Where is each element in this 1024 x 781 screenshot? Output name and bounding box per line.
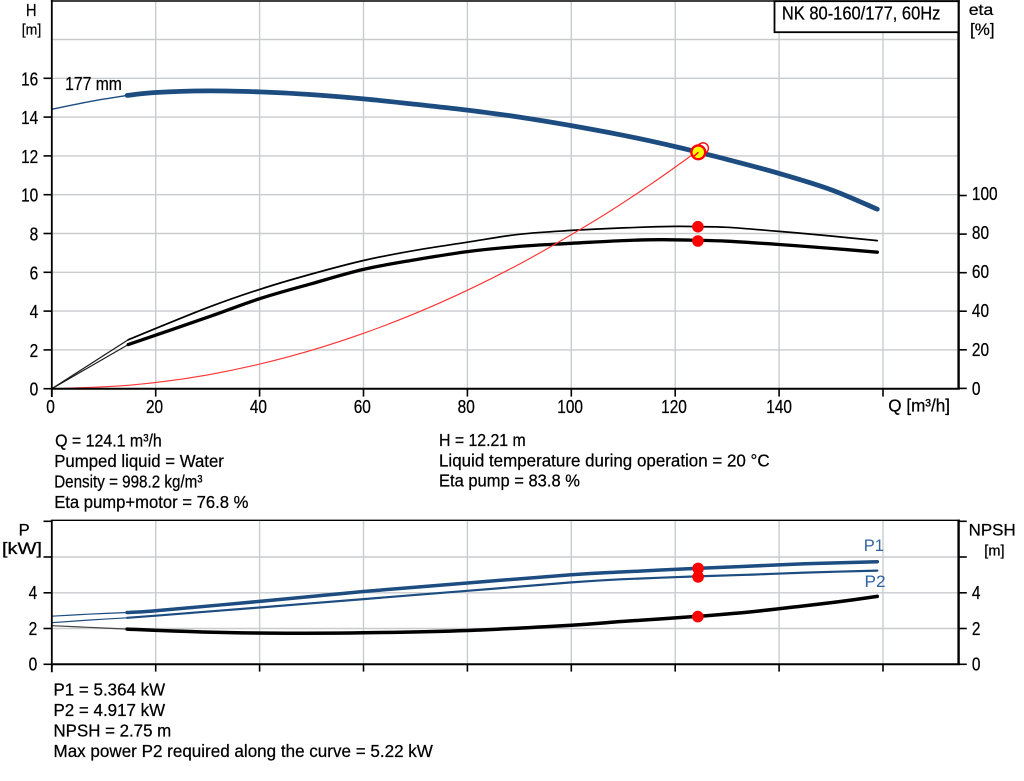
svg-text:[m]: [m]: [984, 543, 1004, 559]
svg-text:0: 0: [972, 378, 981, 399]
svg-text:20: 20: [972, 339, 989, 360]
svg-text:40: 40: [250, 396, 267, 417]
svg-text:P2: P2: [865, 572, 886, 591]
svg-text:Pumped liquid = Water: Pumped liquid = Water: [54, 451, 224, 471]
svg-text:16: 16: [21, 68, 38, 89]
svg-text:10: 10: [21, 185, 38, 206]
svg-text:2: 2: [29, 618, 38, 639]
svg-text:0: 0: [29, 654, 38, 675]
svg-text:NPSH = 2.75 m: NPSH = 2.75 m: [54, 721, 172, 741]
svg-text:4: 4: [29, 582, 38, 603]
svg-text:Max power P2 required along th: Max power P2 required along the curve = …: [54, 741, 434, 761]
svg-text:120: 120: [661, 396, 687, 417]
svg-text:Density = 998.2 kg/m³: Density = 998.2 kg/m³: [54, 471, 202, 491]
svg-text:Q = 124.1 m³/h: Q = 124.1 m³/h: [55, 430, 162, 450]
svg-text:NPSH: NPSH: [969, 521, 1016, 539]
svg-text:140: 140: [766, 396, 792, 417]
svg-text:2: 2: [972, 618, 981, 639]
svg-text:80: 80: [972, 222, 989, 243]
svg-text:eta: eta: [969, 2, 994, 19]
svg-text:[%]: [%]: [970, 20, 995, 39]
svg-text:H = 12.21 m: H = 12.21 m: [439, 430, 526, 450]
svg-text:60: 60: [972, 261, 989, 282]
svg-text:0: 0: [46, 396, 55, 417]
svg-text:12: 12: [21, 146, 38, 167]
svg-text:4: 4: [30, 301, 39, 322]
svg-text:[kW]: [kW]: [2, 539, 42, 558]
svg-text:177 mm: 177 mm: [65, 73, 122, 94]
svg-text:100: 100: [972, 183, 998, 204]
svg-text:Eta pump = 83.8 %: Eta pump = 83.8 %: [439, 470, 580, 490]
svg-text:P: P: [19, 520, 30, 539]
svg-text:4: 4: [972, 582, 981, 603]
svg-text:20: 20: [146, 396, 163, 417]
svg-text:P1 = 5.364 kW: P1 = 5.364 kW: [54, 680, 166, 700]
svg-text:P1: P1: [864, 536, 884, 555]
svg-text:P2 = 4.917 kW: P2 = 4.917 kW: [54, 700, 166, 720]
svg-text:2: 2: [30, 340, 39, 361]
svg-text:Q [m³/h]: Q [m³/h]: [888, 395, 950, 415]
svg-text:Liquid temperature during oper: Liquid temperature during operation = 20…: [439, 450, 770, 470]
svg-text:6: 6: [30, 262, 39, 283]
svg-text:80: 80: [458, 396, 475, 417]
svg-text:0: 0: [30, 379, 39, 400]
svg-text:8: 8: [30, 224, 39, 245]
svg-text:14: 14: [21, 107, 38, 128]
svg-text:Eta pump+motor = 76.8 %: Eta pump+motor = 76.8 %: [54, 492, 249, 512]
svg-text:0: 0: [972, 654, 981, 675]
svg-text:40: 40: [972, 300, 989, 321]
svg-text:60: 60: [354, 396, 371, 417]
svg-text:H: H: [26, 0, 37, 20]
svg-text:NK 80-160/177, 60Hz: NK 80-160/177, 60Hz: [782, 3, 941, 24]
svg-text:[m]: [m]: [22, 21, 42, 38]
svg-text:100: 100: [557, 396, 583, 417]
